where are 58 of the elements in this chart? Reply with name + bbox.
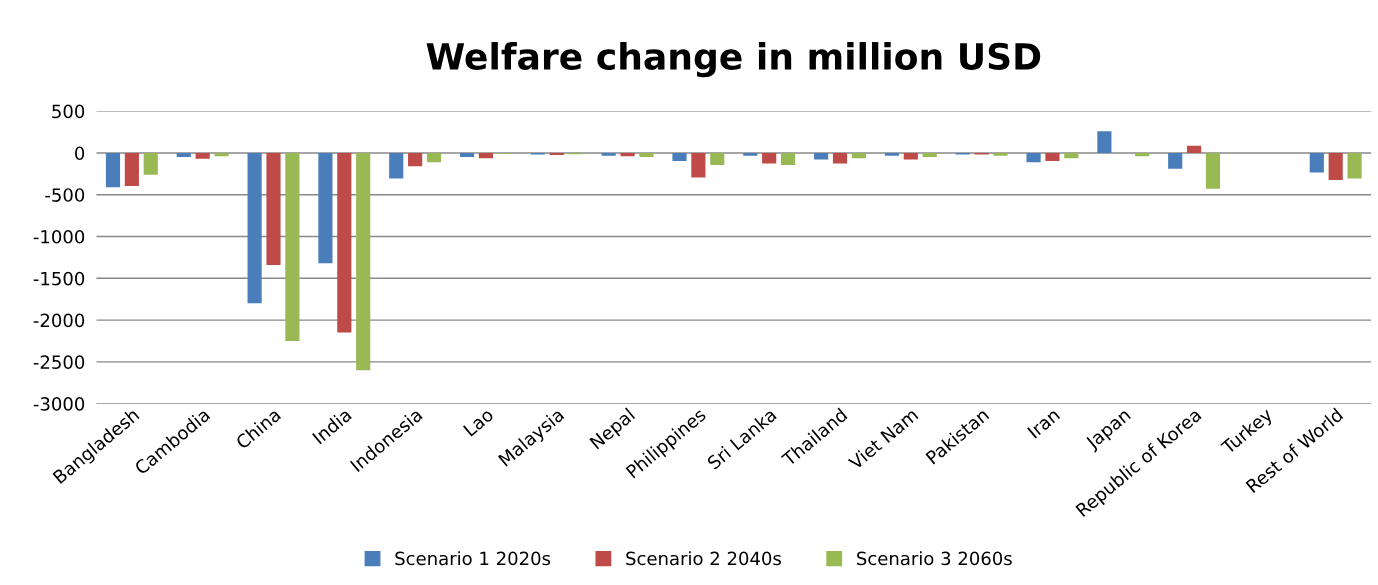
- bar: [1026, 152, 1041, 163]
- bar: [285, 152, 300, 341]
- legend-label: Scenario 3 2060s: [857, 551, 1012, 566]
- bar: [1328, 152, 1343, 181]
- bar: [105, 152, 121, 188]
- bar: [710, 152, 725, 166]
- bar: [743, 152, 758, 156]
- bar: [851, 152, 866, 159]
- bar: [1045, 152, 1060, 161]
- bar: [1186, 145, 1202, 153]
- bar: [195, 152, 210, 159]
- bar: [176, 152, 191, 158]
- bar: [389, 152, 404, 179]
- y-tick-label: -2000: [33, 313, 85, 328]
- bar: [780, 152, 796, 166]
- bar: [408, 152, 423, 167]
- legend-label: Scenario 2 2040s: [626, 551, 781, 566]
- y-tick-label: -1000: [33, 229, 85, 244]
- bar: [478, 152, 494, 159]
- y-tick-label: -3000: [33, 397, 85, 411]
- bar: [639, 152, 654, 158]
- y-tick-label: -2500: [33, 355, 85, 369]
- bar: [124, 152, 139, 186]
- bar: [318, 152, 333, 264]
- bar: [620, 152, 635, 157]
- bar: [922, 152, 937, 158]
- y-tick-label: -1500: [33, 271, 85, 286]
- y-tick-label: -500: [45, 188, 85, 202]
- bar: [601, 152, 616, 156]
- bar: [1064, 152, 1079, 159]
- bar: [993, 152, 1008, 156]
- x-tick-label: Iran: [1027, 407, 1061, 439]
- bar: [1205, 152, 1221, 189]
- bar: [247, 152, 262, 304]
- bar: [903, 152, 918, 160]
- bar: [762, 152, 777, 164]
- bar: [426, 152, 442, 163]
- bar: [832, 152, 848, 164]
- bar: [337, 152, 352, 333]
- bar: [214, 152, 229, 157]
- y-tick-label: 0: [75, 146, 85, 161]
- bar: [672, 152, 687, 161]
- legend-label: Scenario 1 2020s: [395, 551, 551, 566]
- bar: [1097, 131, 1112, 153]
- bar: [1347, 152, 1362, 179]
- y-tick-label: 500: [52, 104, 85, 119]
- chart-title: Welfare change in million USD: [426, 42, 1041, 78]
- bar: [691, 152, 706, 178]
- bar: [1168, 152, 1183, 169]
- bar: [266, 152, 281, 265]
- bar: [814, 152, 829, 160]
- bar: [356, 152, 371, 371]
- bar: [884, 152, 900, 156]
- x-tick-label: Lao: [463, 407, 495, 437]
- bar: [459, 152, 475, 158]
- bar: [143, 152, 158, 175]
- bar: [549, 152, 564, 156]
- bar: [1309, 152, 1324, 173]
